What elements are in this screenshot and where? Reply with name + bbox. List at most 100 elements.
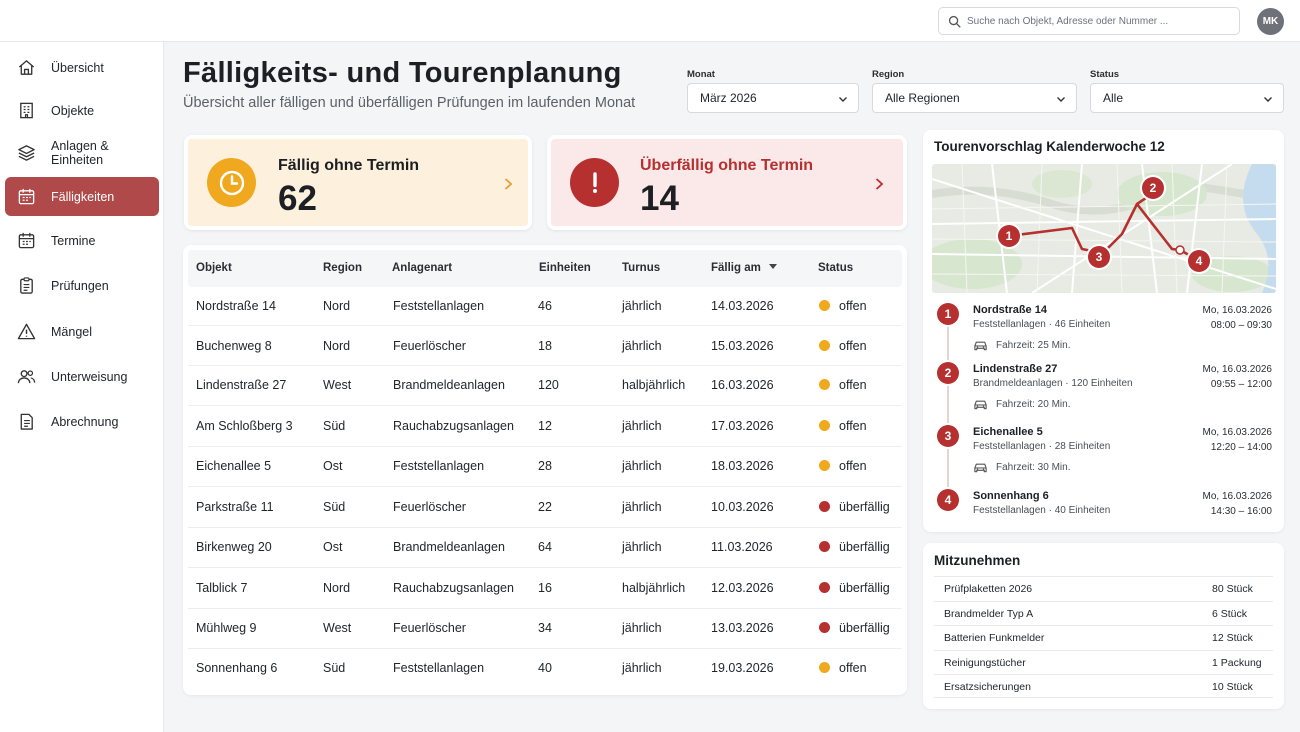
- column-header-einheiten[interactable]: Einheiten: [539, 262, 591, 274]
- cell-turnus: jährlich: [622, 661, 662, 675]
- sidebar-item-faelligkeiten[interactable]: Fälligkeiten: [5, 177, 159, 216]
- item-quantity: 1 Packung: [1212, 656, 1262, 669]
- list-item: Reinigungstücher 1 Packung: [934, 649, 1273, 674]
- column-header-region[interactable]: Region: [323, 262, 362, 274]
- cell-einheiten: 64: [538, 540, 552, 554]
- cell-faellig-am: 10.03.2026: [711, 500, 774, 514]
- cell-objekt[interactable]: Nordstraße 14: [196, 299, 276, 313]
- cell-objekt[interactable]: Buchenweg 8: [196, 339, 272, 353]
- sidebar-item-objekte[interactable]: Objekte: [5, 91, 159, 130]
- calendar-icon: [18, 232, 35, 249]
- sidebar-item-maengel[interactable]: Mängel: [5, 312, 159, 351]
- page-title: Fälligkeits- und Tourenplanung: [183, 57, 622, 89]
- tour-stop-name: Eichenallee 5: [973, 426, 1043, 438]
- cell-objekt[interactable]: Sonnenhang 6: [196, 661, 278, 675]
- cell-einheiten: 120: [538, 378, 559, 392]
- region-filter-label: Region: [872, 69, 905, 80]
- sidebar-item-termine[interactable]: Termine: [5, 221, 159, 260]
- table-row[interactable]: Buchenweg 8 Nord Feuerlöscher 18 jährlich 15.…: [188, 327, 902, 366]
- sidebar-item-abrechnung[interactable]: Abrechnung: [5, 402, 159, 441]
- kpi-overdue-label: Überfällig ohne Termin: [640, 157, 814, 174]
- map-marker-4[interactable]: 4: [1188, 250, 1210, 272]
- cell-einheiten: 16: [538, 581, 552, 595]
- status-dot-icon: [819, 340, 830, 351]
- table-row[interactable]: Parkstraße 11 Süd Feuerlöscher 22 jährlich 10…: [188, 487, 902, 528]
- map-marker-2[interactable]: 2: [1142, 177, 1164, 199]
- cell-objekt[interactable]: Parkstraße 11: [196, 500, 274, 514]
- table-row[interactable]: Eichenallee 5 Ost Feststellanlagen 28 jährli…: [188, 447, 902, 487]
- item-quantity: 6 Stück: [1212, 607, 1248, 620]
- table-row[interactable]: Am Schloßberg 3 Süd Rauchabzugsanlagen 12 jä…: [188, 406, 902, 447]
- cell-region: West: [323, 378, 352, 392]
- status-dot-icon: [819, 300, 830, 311]
- cell-turnus: jährlich: [622, 540, 662, 554]
- status-dot-icon: [819, 662, 830, 673]
- status-select-value: Alle: [1103, 91, 1124, 105]
- status-badge: offen: [819, 299, 867, 313]
- table-row[interactable]: Mühlweg 9 West Feuerlöscher 34 jährlich 13.03…: [188, 609, 902, 649]
- cell-einheiten: 34: [538, 621, 552, 635]
- column-header-label: Fällig am: [711, 262, 761, 274]
- sidebar-item-unterweisung[interactable]: Unterweisung: [5, 357, 159, 396]
- cell-turnus: halbjährlich: [622, 378, 686, 392]
- column-header-objekt[interactable]: Objekt: [196, 262, 232, 274]
- sidebar-item-anlagen[interactable]: Anlagen & Einheiten: [5, 133, 159, 172]
- column-header-faellig-am[interactable]: Fällig am: [711, 262, 777, 274]
- item-name: Brandmelder Typ A: [944, 607, 1034, 620]
- region-select[interactable]: Alle Regionen: [872, 83, 1077, 113]
- sidebar-item-label: Anlagen & Einheiten: [51, 138, 109, 167]
- table-row[interactable]: Sonnenhang 6 Süd Feststellanlagen 40 jährlic…: [188, 649, 902, 689]
- list-item: Brandmelder Typ A 6 Stück: [934, 600, 1273, 625]
- cell-faellig-am: 14.03.2026: [711, 299, 774, 313]
- search-input[interactable]: Suche nach Objekt, Adresse oder Nummer .…: [938, 7, 1240, 35]
- cell-objekt[interactable]: Birkenweg 20: [196, 540, 272, 554]
- cell-objekt[interactable]: Eichenallee 5: [196, 459, 272, 473]
- cell-anlagenart: Feststellanlagen: [393, 661, 485, 675]
- item-quantity: 80 Stück: [1212, 583, 1253, 595]
- document-icon: [20, 413, 33, 430]
- sidebar-item-label: Unterweisung: [51, 369, 128, 384]
- column-header-anlagenart[interactable]: Anlagenart: [392, 262, 453, 274]
- cell-region: Süd: [323, 419, 346, 433]
- status-select[interactable]: Alle: [1090, 83, 1284, 113]
- tour-stop-time: 14:30 – 16:00: [1210, 506, 1272, 517]
- cell-objekt[interactable]: Mühlweg 9: [196, 621, 257, 635]
- map-marker-3[interactable]: 3: [1088, 246, 1110, 268]
- search-placeholder: Suche nach Objekt, Adresse oder Nummer .…: [967, 15, 1169, 27]
- kpi-overdue-circle: [570, 158, 619, 207]
- status-badge: überfällig: [819, 500, 890, 514]
- status-dot-icon: [819, 501, 830, 512]
- cell-faellig-am: 15.03.2026: [711, 339, 774, 353]
- month-select-value: März 2026: [700, 91, 757, 105]
- cell-einheiten: 12: [538, 419, 552, 433]
- item-quantity: 10 Stück: [1212, 681, 1253, 693]
- column-header-turnus[interactable]: Turnus: [622, 262, 661, 274]
- kpi-due-card[interactable]: Fällig ohne Termin 62: [184, 135, 532, 230]
- cell-faellig-am: 18.03.2026: [711, 459, 774, 473]
- sidebar-item-label: Prüfungen: [51, 278, 109, 293]
- status-label: überfällig: [839, 500, 890, 514]
- layers-icon: [18, 145, 35, 161]
- building-icon: [20, 102, 33, 119]
- map-marker-1[interactable]: 1: [998, 225, 1020, 247]
- cell-objekt[interactable]: Am Schloßberg 3: [196, 419, 293, 433]
- route-map[interactable]: 1 2 3 4: [932, 164, 1276, 293]
- column-header-status[interactable]: Status: [818, 262, 854, 274]
- cell-turnus: jährlich: [622, 419, 662, 433]
- tour-drive-time: Fahrzeit: 30 Min.: [973, 461, 1070, 474]
- cell-faellig-am: 19.03.2026: [711, 661, 774, 675]
- cell-anlagenart: Feuerlöscher: [393, 500, 466, 514]
- table-row[interactable]: Lindenstraße 27 West Brandmeldeanlagen 120 h…: [188, 366, 902, 406]
- kpi-overdue-card[interactable]: Überfällig ohne Termin 14: [547, 135, 907, 230]
- table-row[interactable]: Birkenweg 20 Ost Brandmeldeanlagen 64 jährli…: [188, 528, 902, 568]
- kpi-due-value: 62: [278, 179, 317, 218]
- sidebar-item-pruefungen[interactable]: Prüfungen: [5, 266, 159, 305]
- sidebar-item-uebersicht[interactable]: Übersicht: [5, 48, 159, 87]
- table-row[interactable]: Talblick 7 Nord Rauchabzugsanlagen 16 halbjä…: [188, 568, 902, 609]
- month-select[interactable]: März 2026: [687, 83, 859, 113]
- table-row[interactable]: Nordstraße 14 Nord Feststellanlagen 46 jährl…: [188, 287, 902, 326]
- cell-region: Süd: [323, 661, 346, 675]
- cell-objekt[interactable]: Lindenstraße 27: [196, 378, 287, 392]
- avatar[interactable]: MK: [1257, 8, 1284, 35]
- cell-objekt[interactable]: Talblick 7: [196, 581, 248, 595]
